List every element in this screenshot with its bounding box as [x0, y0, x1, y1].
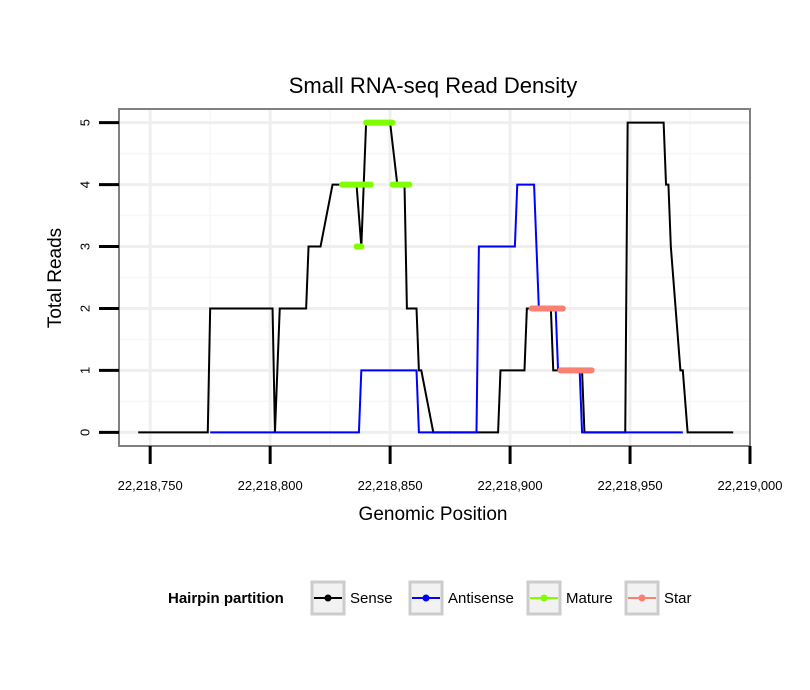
legend-dot-mature — [540, 594, 548, 602]
x-tick-label: 22,218,950 — [597, 478, 662, 493]
legend-dot-sense — [324, 594, 332, 602]
legend-dot-antisense — [422, 594, 430, 602]
y-tick-label: 5 — [77, 119, 92, 126]
x-tick-label: 22,218,900 — [478, 478, 543, 493]
legend: Hairpin partition Sense Antisense Mature St… — [168, 580, 692, 616]
series-layer — [138, 119, 734, 434]
x-tick-label: 22,219,000 — [717, 478, 782, 493]
y-tick-label: 4 — [77, 181, 92, 188]
legend-title: Hairpin partition — [168, 590, 284, 607]
x-tick-label: 22,218,850 — [358, 478, 423, 493]
y-axis-title: Total Reads — [45, 228, 66, 328]
y-tick-label: 0 — [77, 429, 92, 436]
x-axis-title: Genomic Position — [359, 504, 508, 525]
plot-border — [118, 108, 751, 447]
x-tick-label: 22,218,800 — [238, 478, 303, 493]
legend-label-star: Star — [664, 590, 692, 607]
x-axis: 22,218,750 22,218,800 22,218,850 22,218,900… — [118, 446, 783, 493]
y-tick-label: 3 — [77, 243, 92, 250]
grid — [119, 109, 750, 446]
sense-line — [138, 121, 734, 434]
x-tick-label: 22,218,750 — [118, 478, 183, 493]
y-tick-label: 2 — [77, 305, 92, 312]
legend-label-sense: Sense — [350, 590, 393, 607]
y-tick-label: 1 — [77, 367, 92, 374]
legend-dot-star — [638, 594, 646, 602]
chart-title: Small RNA-seq Read Density — [289, 73, 578, 98]
legend-label-mature: Mature — [566, 590, 613, 607]
y-axis: 0 1 2 3 4 5 — [77, 119, 119, 436]
legend-label-antisense: Antisense — [448, 590, 514, 607]
